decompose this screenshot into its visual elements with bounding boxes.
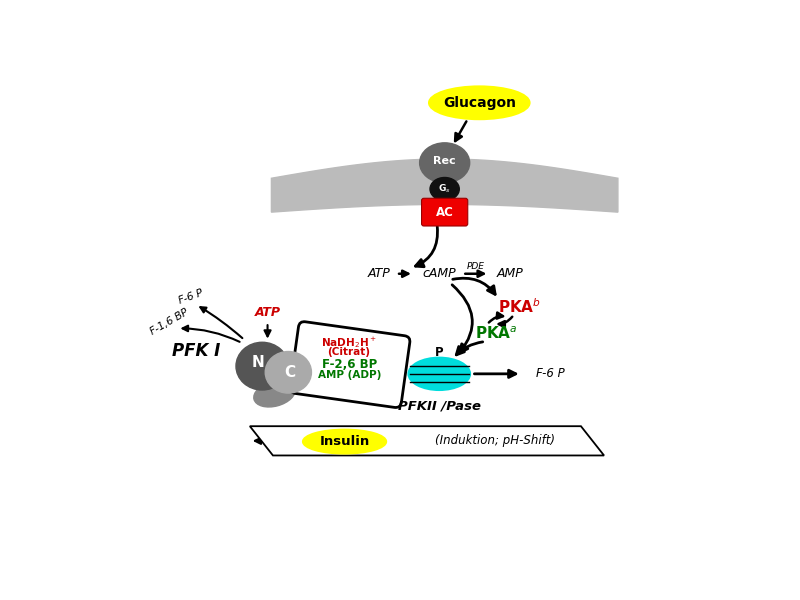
Text: (Citrat): (Citrat): [327, 347, 370, 357]
Text: ATP: ATP: [368, 267, 390, 280]
Ellipse shape: [430, 86, 530, 119]
Text: NaDH$_2$H$^+$: NaDH$_2$H$^+$: [321, 335, 376, 350]
Text: Glucagon: Glucagon: [443, 96, 516, 110]
Text: PFK I: PFK I: [172, 342, 220, 360]
FancyBboxPatch shape: [422, 198, 468, 226]
Polygon shape: [271, 159, 618, 212]
Text: F-2,6 BP: F-2,6 BP: [322, 358, 378, 371]
Text: (Induktion; pH-Shift): (Induktion; pH-Shift): [434, 434, 554, 448]
Text: P: P: [435, 346, 443, 359]
Text: Insulin: Insulin: [319, 435, 370, 448]
Text: PDE: PDE: [467, 262, 486, 271]
Text: PFKII /Pase: PFKII /Pase: [398, 400, 481, 413]
Text: F-6 P: F-6 P: [536, 367, 565, 380]
Text: AC: AC: [436, 206, 454, 218]
Text: F-1,6 BP: F-1,6 BP: [149, 307, 190, 337]
Ellipse shape: [236, 342, 288, 390]
Ellipse shape: [430, 178, 459, 200]
Text: AMP (ADP): AMP (ADP): [318, 370, 382, 380]
FancyBboxPatch shape: [290, 322, 410, 407]
Text: C: C: [284, 365, 295, 380]
Ellipse shape: [409, 358, 470, 390]
Text: ATP: ATP: [254, 306, 281, 319]
Text: N: N: [252, 355, 265, 370]
Ellipse shape: [420, 143, 470, 183]
Text: G$_s$: G$_s$: [438, 183, 451, 195]
Text: Rec: Rec: [434, 157, 456, 166]
Text: PKA$^a$: PKA$^a$: [475, 325, 518, 342]
Text: cAMP: cAMP: [422, 267, 456, 280]
Text: F-6 P: F-6 P: [177, 288, 204, 306]
Text: AMP: AMP: [497, 267, 523, 280]
Text: PKA$^b$: PKA$^b$: [498, 298, 541, 316]
Ellipse shape: [303, 430, 386, 454]
Polygon shape: [250, 426, 604, 455]
Ellipse shape: [254, 381, 295, 407]
Ellipse shape: [266, 352, 311, 393]
